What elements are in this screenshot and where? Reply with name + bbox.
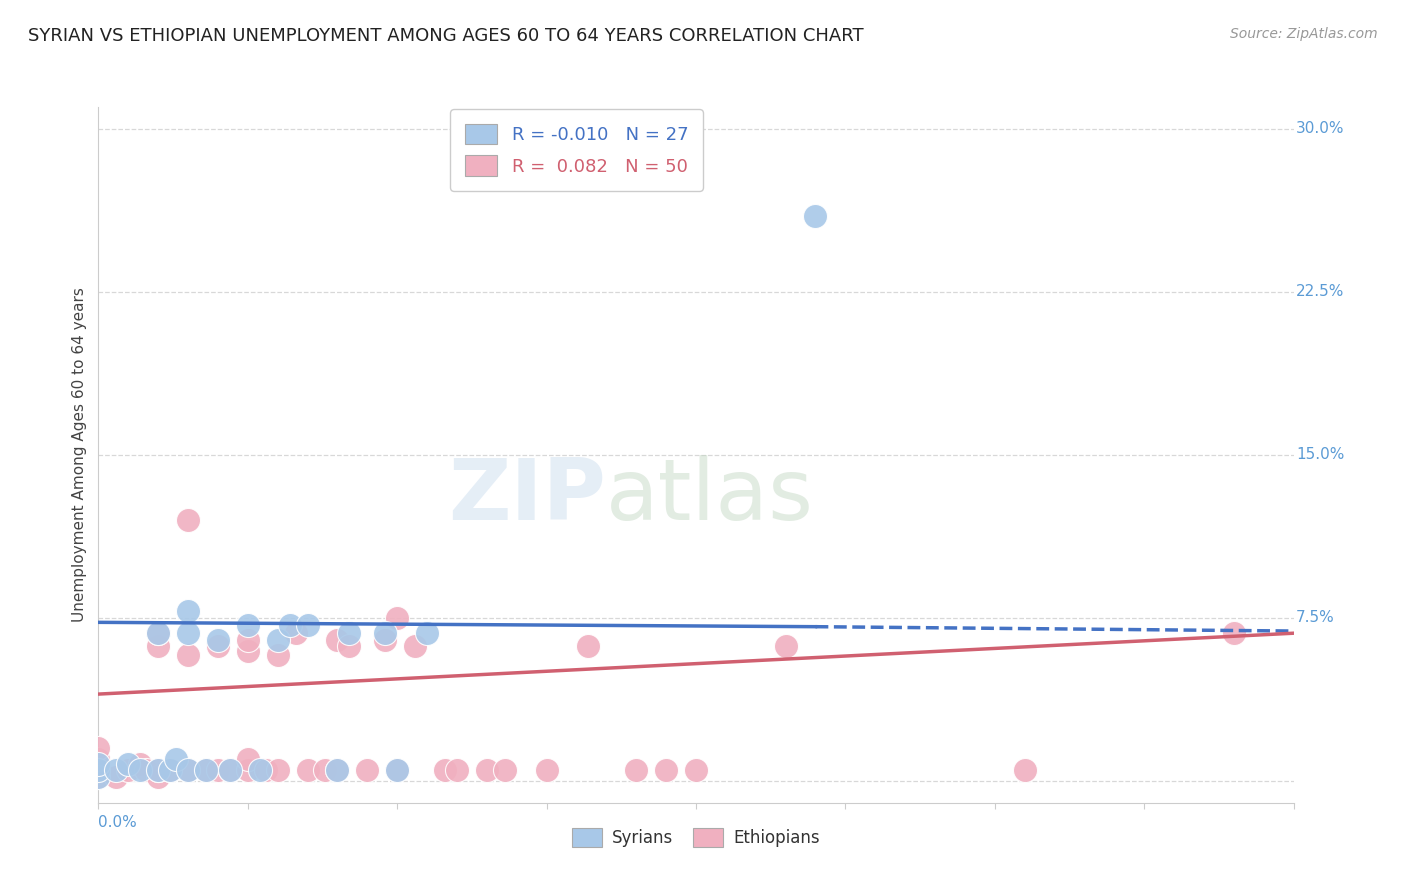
Point xyxy=(236,643,259,657)
Text: 0.0%: 0.0% xyxy=(98,815,138,830)
Point xyxy=(236,632,259,647)
Point xyxy=(254,763,277,777)
Point xyxy=(177,763,200,777)
Point xyxy=(315,763,337,777)
Point xyxy=(624,763,647,777)
Point xyxy=(159,763,181,777)
Point xyxy=(297,763,319,777)
Point xyxy=(1014,763,1036,777)
Point xyxy=(117,763,139,777)
Point xyxy=(177,513,200,527)
Text: 30.0%: 30.0% xyxy=(1296,121,1344,136)
Point xyxy=(148,626,170,640)
Point xyxy=(207,632,229,647)
Point xyxy=(385,611,409,625)
Point xyxy=(219,763,242,777)
Point xyxy=(249,763,271,777)
Point xyxy=(339,626,360,640)
Point xyxy=(326,763,349,777)
Point xyxy=(87,752,110,766)
Text: atlas: atlas xyxy=(606,455,814,538)
Y-axis label: Unemployment Among Ages 60 to 64 years: Unemployment Among Ages 60 to 64 years xyxy=(72,287,87,623)
Point xyxy=(105,770,128,784)
Point xyxy=(385,763,409,777)
Point xyxy=(804,209,827,223)
Point xyxy=(536,763,558,777)
Point xyxy=(194,763,218,777)
Text: 7.5%: 7.5% xyxy=(1296,610,1334,625)
Point xyxy=(494,763,516,777)
Point xyxy=(267,648,290,662)
Point xyxy=(446,763,468,777)
Point xyxy=(207,639,229,653)
Point xyxy=(326,763,349,777)
Point xyxy=(177,605,200,619)
Point xyxy=(194,763,218,777)
Point xyxy=(129,756,152,771)
Point xyxy=(416,626,439,640)
Point xyxy=(87,770,110,784)
Point xyxy=(159,763,181,777)
Text: ZIP: ZIP xyxy=(449,455,606,538)
Point xyxy=(148,626,170,640)
Point xyxy=(404,639,426,653)
Text: SYRIAN VS ETHIOPIAN UNEMPLOYMENT AMONG AGES 60 TO 64 YEARS CORRELATION CHART: SYRIAN VS ETHIOPIAN UNEMPLOYMENT AMONG A… xyxy=(28,27,863,45)
Point xyxy=(219,763,242,777)
Point xyxy=(267,632,290,647)
Point xyxy=(117,756,139,771)
Text: 22.5%: 22.5% xyxy=(1296,285,1344,300)
Point xyxy=(87,763,110,777)
Point xyxy=(284,626,307,640)
Point xyxy=(148,639,170,653)
Point xyxy=(87,741,110,756)
Point xyxy=(775,639,797,653)
Point xyxy=(339,639,360,653)
Point xyxy=(87,756,110,771)
Point xyxy=(578,639,600,653)
Point xyxy=(148,763,170,777)
Point xyxy=(135,763,157,777)
Text: 15.0%: 15.0% xyxy=(1296,448,1344,462)
Point xyxy=(1223,626,1246,640)
Point xyxy=(207,763,229,777)
Point xyxy=(105,763,128,777)
Point xyxy=(385,763,409,777)
Point xyxy=(434,763,457,777)
Point xyxy=(165,752,187,766)
Point xyxy=(148,770,170,784)
Legend: Syrians, Ethiopians: Syrians, Ethiopians xyxy=(565,821,827,854)
Point xyxy=(87,770,110,784)
Text: Source: ZipAtlas.com: Source: ZipAtlas.com xyxy=(1230,27,1378,41)
Point xyxy=(374,632,396,647)
Point xyxy=(236,617,259,632)
Point xyxy=(278,617,301,632)
Point xyxy=(177,626,200,640)
Point xyxy=(374,626,396,640)
Point xyxy=(655,763,678,777)
Point xyxy=(236,763,259,777)
Point xyxy=(177,763,200,777)
Point xyxy=(177,648,200,662)
Point xyxy=(87,763,110,777)
Point xyxy=(475,763,498,777)
Point xyxy=(356,763,378,777)
Point xyxy=(297,617,319,632)
Point xyxy=(685,763,707,777)
Point xyxy=(326,632,349,647)
Point xyxy=(267,763,290,777)
Point xyxy=(148,763,170,777)
Point xyxy=(236,752,259,766)
Point xyxy=(129,763,152,777)
